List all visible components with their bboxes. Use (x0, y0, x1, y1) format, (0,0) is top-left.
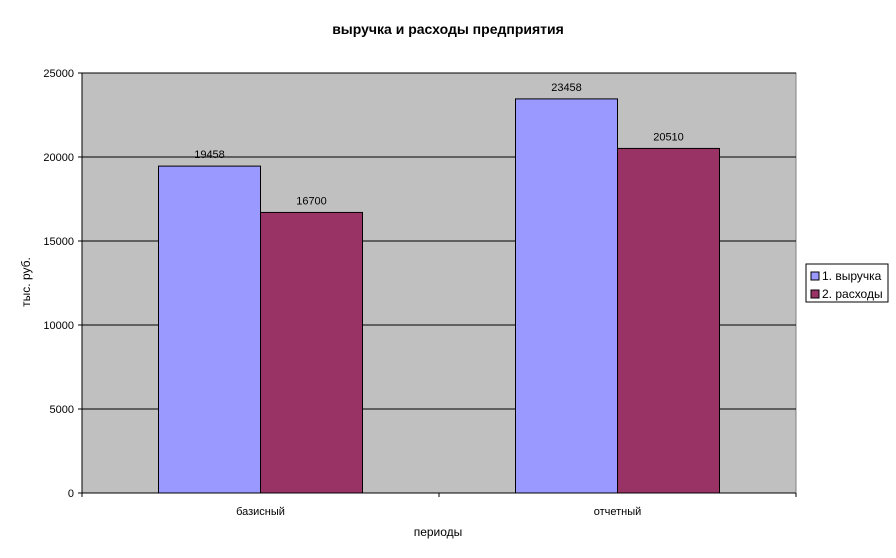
legend: 1. выручка 2. расходы (805, 263, 889, 303)
x-axis-label: периоды (414, 525, 463, 539)
y-axis-ticks: 0 5000 10000 15000 20000 25000 (43, 68, 82, 500)
x-tick-label-1: отчетный (594, 506, 642, 518)
y-tick-label-4: 20000 (43, 152, 74, 164)
bar-0-1 (260, 211, 363, 494)
legend-label-1: 2. расходы (822, 287, 883, 301)
y-tick-label-0: 0 (68, 488, 74, 500)
bar-1-1 (617, 147, 720, 494)
x-tick-label-0: базисный (236, 506, 285, 518)
y-axis-label: тыс. руб. (19, 257, 33, 307)
data-label-1-1: 20510 (653, 131, 684, 143)
bars (158, 98, 720, 494)
data-labels: 19458 16700 23458 20510 (194, 82, 684, 208)
bar-0-0 (158, 165, 261, 494)
legend-label-0: 1. выручка (822, 269, 882, 283)
y-tick-label-2: 10000 (43, 320, 74, 332)
chart-title: выручка и расходы предприятия (332, 21, 564, 37)
data-label-0-1: 16700 (296, 195, 327, 207)
y-tick-label-1: 5000 (50, 404, 74, 416)
legend-swatch-1 (810, 289, 820, 299)
legend-swatch-0 (810, 271, 820, 281)
x-axis-ticks: базисный отчетный (81, 493, 797, 518)
data-label-1-0: 23458 (551, 82, 582, 94)
legend-box (805, 263, 889, 303)
bar-1-0 (515, 98, 618, 494)
y-tick-label-5: 25000 (43, 68, 74, 80)
y-tick-label-3: 15000 (43, 236, 74, 248)
data-label-0-0: 19458 (194, 149, 225, 161)
